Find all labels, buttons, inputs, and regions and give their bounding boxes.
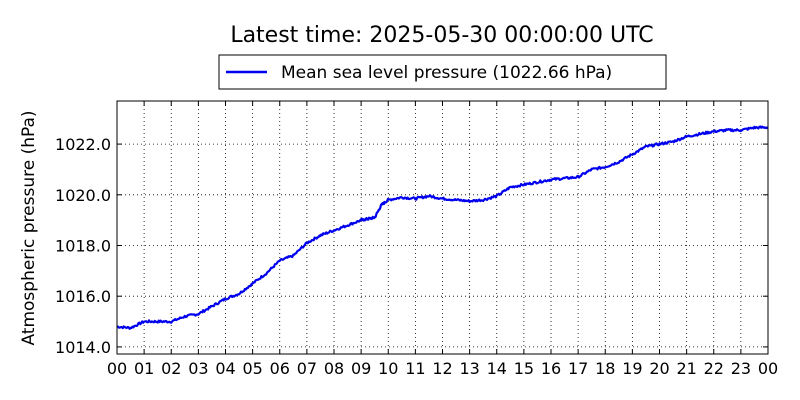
x-tick-label: 09 [351,359,371,378]
x-tick-label: 11 [405,359,425,378]
x-tick-label: 22 [704,359,724,378]
x-tick-label: 00 [107,359,127,378]
y-tick-labels: 1014.0 1016.0 1018.0 1020.0 1022.0 [55,135,111,357]
x-tick-label: 14 [487,359,507,378]
series-line-mean-sea-level-pressure [116,125,769,330]
x-tick-label: 02 [161,359,181,378]
x-tick-label: 04 [215,359,235,378]
x-tick-label: 23 [731,359,751,378]
x-tick-label: 10 [378,359,398,378]
x-tick-label: 12 [432,359,452,378]
x-tick-label: 00 [758,359,778,378]
y-axis-label: Atmospheric pressure (hPa) [19,110,39,345]
x-tick-label: 20 [649,359,669,378]
x-tick-label: 15 [514,359,534,378]
plot-frame [116,100,769,355]
x-tick-labels: 00 01 02 03 04 05 06 07 08 09 10 11 12 13 14 15 16 17 18 19… [107,359,778,378]
y-tick-label: 1020.0 [55,186,111,205]
x-tick-label: 05 [242,359,262,378]
x-tick-label: 08 [324,359,344,378]
x-tick-label: 17 [568,359,588,378]
legend: Mean sea level pressure (1022.66 hPa) [218,54,667,90]
legend-box [218,54,667,90]
x-tick-label: 16 [541,359,561,378]
y-tick-label: 1018.0 [55,236,111,255]
x-tick-label: 07 [297,359,317,378]
x-tick-label: 06 [270,359,290,378]
y-tick-label: 1016.0 [55,287,111,306]
axis-ticks [116,101,769,354]
y-tick-label: 1022.0 [55,135,111,154]
legend-entry-label: Mean sea level pressure (1022.66 hPa) [281,63,612,83]
x-tick-label: 21 [676,359,696,378]
x-tick-label: 03 [188,359,208,378]
y-tick-label: 1014.0 [55,338,111,357]
x-tick-label: 19 [622,359,642,378]
x-tick-label: 01 [134,359,154,378]
chart-title: Latest time: 2025-05-30 00:00:00 UTC [230,23,653,48]
x-tick-label: 13 [459,359,479,378]
grid [117,101,768,354]
x-tick-label: 18 [595,359,615,378]
